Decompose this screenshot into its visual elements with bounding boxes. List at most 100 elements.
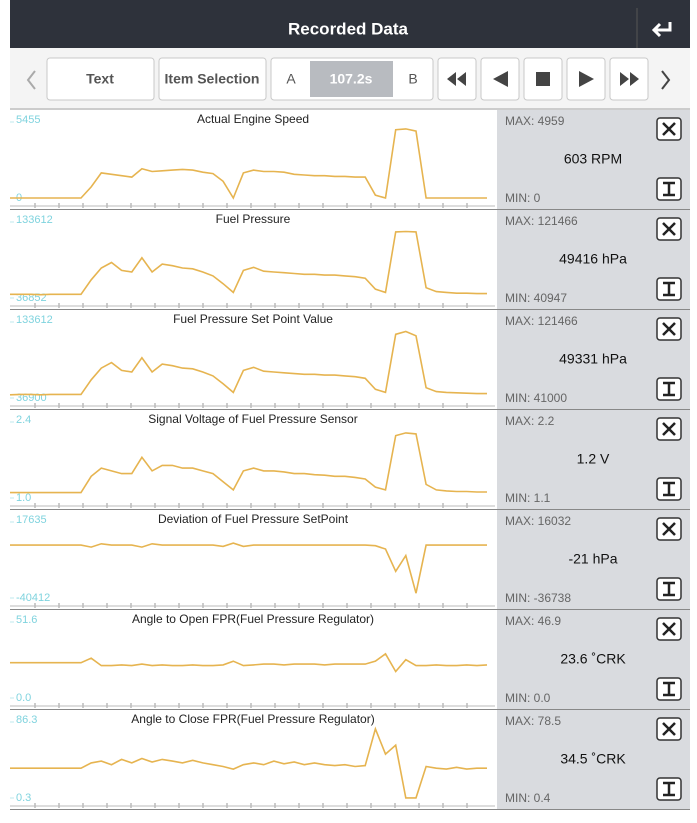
chart-title: Angle to Open FPR(Fuel Pressure Regulato… bbox=[132, 612, 374, 626]
close-button[interactable] bbox=[656, 317, 682, 341]
detail-button[interactable] bbox=[656, 777, 682, 801]
close-button[interactable] bbox=[656, 117, 682, 141]
icon bbox=[662, 522, 676, 536]
y-tick-label: 133612 bbox=[16, 214, 53, 226]
marker-b[interactable]: B bbox=[408, 71, 417, 87]
min-label: MIN: 0 bbox=[505, 191, 541, 205]
trace bbox=[10, 542, 487, 594]
current-value: 603 RPM bbox=[564, 151, 622, 167]
trace bbox=[10, 432, 487, 494]
chart-title: Angle to Close FPR(Fuel Pressure Regulat… bbox=[131, 712, 374, 726]
current-value: 23.6 ˚CRK bbox=[560, 651, 626, 667]
icon bbox=[663, 181, 675, 197]
close-button[interactable] bbox=[656, 717, 682, 741]
y-tick-label: 86.3 bbox=[16, 714, 37, 726]
chart-title: Actual Engine Speed bbox=[197, 112, 309, 126]
data-panel: Deviation of Fuel Pressure SetPoint -4041… bbox=[10, 510, 690, 610]
icon bbox=[663, 581, 675, 597]
trace bbox=[10, 128, 487, 200]
chart-title: Fuel Pressure bbox=[216, 212, 291, 226]
marker-a[interactable]: A bbox=[286, 71, 296, 87]
y-tick-label: 17635 bbox=[16, 514, 47, 526]
button-label: Text bbox=[86, 71, 114, 87]
button-label: Item Selection bbox=[165, 71, 260, 87]
icon bbox=[662, 222, 676, 236]
min-label: MIN: 41000 bbox=[505, 391, 567, 405]
icon bbox=[662, 622, 676, 636]
chart-area bbox=[10, 610, 497, 710]
chart-title: Fuel Pressure Set Point Value bbox=[173, 312, 333, 326]
icon bbox=[493, 71, 508, 87]
chart-area bbox=[10, 410, 497, 510]
detail-button[interactable] bbox=[656, 377, 682, 401]
return-icon bbox=[651, 22, 672, 38]
min-label: MIN: -36738 bbox=[505, 591, 571, 605]
chart-title: Deviation of Fuel Pressure SetPoint bbox=[158, 512, 349, 526]
icon bbox=[663, 381, 675, 397]
icon bbox=[579, 71, 594, 87]
current-value: 34.5 ˚CRK bbox=[560, 751, 626, 767]
max-label: MAX: 121466 bbox=[505, 214, 578, 228]
close-button[interactable] bbox=[656, 217, 682, 241]
max-label: MAX: 78.5 bbox=[505, 714, 561, 728]
y-tick-label: 51.6 bbox=[16, 614, 37, 626]
play-button[interactable] bbox=[566, 57, 606, 101]
trace bbox=[10, 726, 487, 799]
data-panel: Angle to Open FPR(Fuel Pressure Regulato… bbox=[10, 610, 690, 710]
icon bbox=[447, 72, 466, 86]
y-tick-label: 0.3 bbox=[16, 792, 31, 804]
detail-button[interactable] bbox=[656, 577, 682, 601]
min-label: MIN: 1.1 bbox=[505, 491, 551, 505]
close-button[interactable] bbox=[656, 417, 682, 441]
time-value: 107.2s bbox=[330, 71, 373, 87]
time-box bbox=[310, 61, 393, 97]
scroll-right[interactable] bbox=[661, 70, 671, 90]
icon bbox=[663, 481, 675, 497]
y-tick-label: -40412 bbox=[16, 592, 50, 604]
header-bar bbox=[10, 0, 690, 48]
chart-area bbox=[10, 710, 497, 810]
trace bbox=[10, 230, 487, 296]
trace bbox=[9, 330, 487, 396]
chart-area bbox=[10, 210, 497, 310]
rewind-button[interactable] bbox=[437, 57, 477, 101]
icon bbox=[662, 422, 676, 436]
return-button[interactable] bbox=[651, 22, 672, 38]
scroll-left[interactable] bbox=[26, 70, 36, 90]
data-panel: Signal Voltage of Fuel Pressure Sensor 1.… bbox=[10, 410, 690, 510]
y-tick-label: 2.4 bbox=[16, 414, 31, 426]
y-tick-label: 133612 bbox=[16, 314, 53, 326]
close-button[interactable] bbox=[656, 517, 682, 541]
detail-button[interactable] bbox=[656, 477, 682, 501]
current-value: 49331 hPa bbox=[559, 351, 627, 367]
item-selection-button[interactable]: Item Selection bbox=[158, 57, 267, 101]
min-label: MIN: 0.4 bbox=[505, 791, 551, 805]
detail-button[interactable] bbox=[656, 277, 682, 301]
chart-title: Signal Voltage of Fuel Pressure Sensor bbox=[148, 412, 357, 426]
max-label: MAX: 4959 bbox=[505, 114, 565, 128]
trace bbox=[10, 652, 488, 673]
fast-forward-button[interactable] bbox=[609, 57, 649, 101]
y-tick-label: 5455 bbox=[16, 114, 40, 126]
chart-area bbox=[10, 310, 497, 410]
data-panel: Angle to Close FPR(Fuel Pressure Regulat… bbox=[10, 710, 690, 810]
y-tick-label: 1.0 bbox=[16, 492, 31, 504]
data-panel: Fuel Pressure Set Point Value36900133612… bbox=[9, 310, 690, 410]
chart-area bbox=[10, 110, 497, 210]
header-title: Recorded Data bbox=[288, 19, 409, 38]
icon bbox=[662, 722, 676, 736]
detail-button[interactable] bbox=[656, 177, 682, 201]
button-bg bbox=[158, 57, 267, 101]
stop-button[interactable] bbox=[523, 57, 563, 101]
max-label: MAX: 46.9 bbox=[505, 614, 561, 628]
icon bbox=[663, 781, 675, 797]
step-back-button[interactable] bbox=[480, 57, 520, 101]
detail-button[interactable] bbox=[656, 677, 682, 701]
text-button[interactable]: Text bbox=[46, 57, 155, 101]
current-value: 1.2 V bbox=[577, 451, 610, 467]
current-value: 49416 hPa bbox=[559, 251, 627, 267]
current-value: -21 hPa bbox=[568, 551, 617, 567]
close-button[interactable] bbox=[656, 617, 682, 641]
